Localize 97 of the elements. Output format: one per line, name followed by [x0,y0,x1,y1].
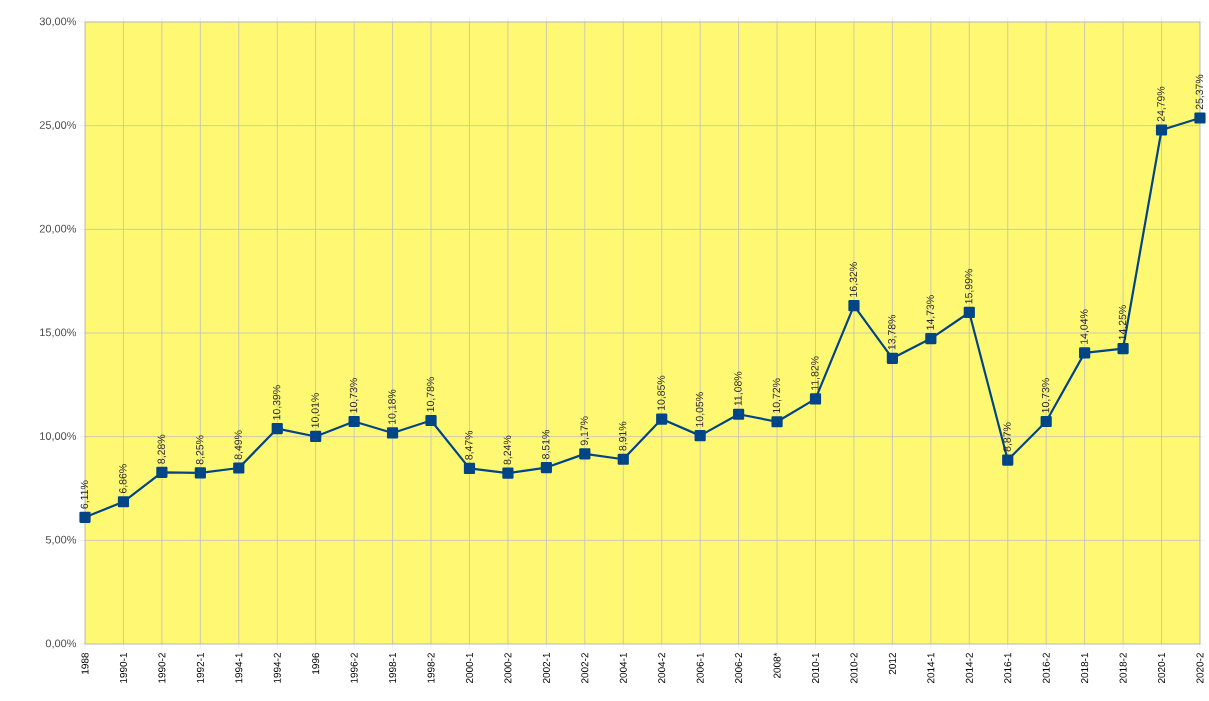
data-label: 6,11% [80,480,90,509]
point [809,393,822,405]
point [271,422,283,435]
data-label: 6,86% [119,464,128,494]
data-label: 8,25% [196,435,205,465]
data-label: 14,04% [1080,309,1089,344]
x-tick-label: 1998-1 [389,653,397,683]
data-label: 9,17% [580,416,590,446]
x-tick-label: 2020-1 [1158,653,1166,684]
x-tick-label: 2006-1 [696,653,704,684]
x-tick-label: 2006-2 [735,653,743,684]
x-tick-label: 2000-1 [465,653,473,684]
x-tick-label: 1996-2 [350,653,358,683]
x-tick-label: 2008* [773,652,781,679]
data-label: 10,05% [695,392,705,427]
point [502,467,514,479]
x-tick-label: 2014-2 [965,653,973,684]
data-label: 10,78% [426,377,436,412]
point [656,413,668,425]
point [963,306,975,319]
y-tick-label: 20,00% [39,224,77,234]
point [771,416,783,428]
x-tick-label: 1990-1 [119,653,127,683]
x-tick-label: 1994-2 [273,653,281,683]
y-tick-label: 15,00% [40,328,77,338]
point [156,466,168,478]
data-label: 10,85% [657,375,667,411]
data-label: 10,01% [311,393,321,428]
data-label: 24,79% [1157,86,1166,122]
x-tick-label: 2016-1 [1004,653,1012,684]
point [233,462,245,474]
x-tick-label: 2010-1 [811,653,820,684]
point [79,511,91,523]
point [463,462,476,474]
data-label: 8,24% [503,435,513,465]
x-tick-label: 2014-1 [927,653,935,684]
point [1155,124,1168,136]
point [1117,342,1129,355]
x-tick-label: 1998-2 [427,653,435,683]
y-tick-label: 30,00% [39,17,77,27]
x-tick-label: 2000-2 [504,653,512,684]
data-label: 8,91% [618,421,628,451]
x-tick-label: 2010-2 [850,653,858,684]
data-label: 10,18% [388,389,397,424]
data-label: 15,99% [964,269,974,304]
data-label: 25,37% [1195,74,1205,110]
x-tick-label: 2002-2 [581,653,589,684]
x-tick-label: 2018-2 [1119,653,1127,684]
x-tick-label: 2012 [888,653,896,675]
data-label: 8,87% [1003,422,1013,452]
data-label: 10,39% [272,385,282,420]
data-label: 10,72% [772,378,782,413]
point [310,430,322,443]
point [348,415,360,428]
data-label: 14,73% [926,295,936,330]
point [1079,347,1091,359]
point [733,408,745,420]
data-label: 10,73% [1041,378,1051,413]
x-tick-label: 2002-1 [542,653,550,684]
y-tick-label: 5,00% [45,535,77,545]
data-label: 10,73% [349,378,359,413]
point [848,300,860,312]
data-label: 8,47% [465,430,474,460]
point [579,448,591,460]
y-tick-label: 10,00% [40,432,77,442]
point [694,430,706,442]
point [386,427,399,439]
point [117,496,130,508]
data-label: 11,82% [811,356,820,390]
x-tick-label: 1990-2 [158,653,166,683]
y-tick-label: 25,00% [39,121,77,131]
x-tick-label: 1996 [312,652,320,674]
x-tick-label: 1992-1 [196,653,204,683]
x-tick-label: 2020-2 [1196,653,1204,684]
x-tick-label: 1994-1 [235,653,243,683]
x-tick-label: 2018-1 [1081,653,1089,684]
data-label: 11,08% [734,371,743,406]
x-tick-label: 1988 [81,652,89,674]
point [194,467,206,479]
x-tick-label: 2004-1 [619,653,627,684]
data-label: 8,51% [542,430,551,459]
x-tick-label: 2004-2 [658,653,666,684]
x-tick-label: 2016-2 [1042,653,1050,684]
data-label: 8,49% [234,430,244,460]
point [886,352,898,364]
data-label: 14,25% [1118,305,1128,340]
point [1002,454,1014,466]
point [925,332,937,345]
point [1194,112,1206,124]
data-label: 13,78% [888,315,897,350]
point [425,414,437,427]
point [540,461,552,474]
y-tick-label: 0,00% [45,639,77,649]
point [1040,415,1052,428]
data-label: 16,32% [849,262,859,297]
point [617,453,629,465]
data-label: 8,28% [157,434,167,464]
